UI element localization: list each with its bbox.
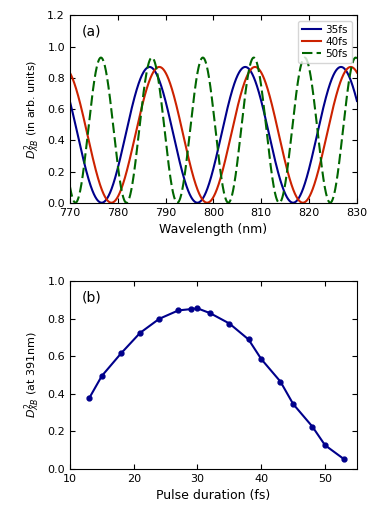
35fs	[100, 199, 105, 205]
50fs	[99, 55, 103, 61]
35fs	[178, 160, 182, 166]
Legend: 35fs, 40fs, 50fs: 35fs, 40fs, 50fs	[298, 21, 352, 63]
Y-axis label: $D^2_{XB}$ (at 391nm): $D^2_{XB}$ (at 391nm)	[22, 332, 42, 418]
40fs	[100, 188, 105, 195]
50fs	[190, 106, 195, 112]
Text: (a): (a)	[81, 25, 101, 39]
Line: 40fs: 40fs	[70, 67, 357, 203]
40fs	[301, 200, 305, 206]
50fs	[178, 196, 182, 202]
40fs	[318, 159, 323, 165]
35fs	[117, 158, 122, 164]
50fs	[349, 64, 354, 70]
50fs	[277, 200, 282, 206]
40fs	[349, 64, 354, 70]
50fs	[118, 177, 122, 183]
35fs	[291, 200, 296, 206]
35fs	[349, 79, 354, 85]
35fs	[68, 98, 72, 105]
35fs	[355, 98, 359, 104]
40fs	[348, 64, 353, 70]
40fs	[68, 70, 72, 76]
X-axis label: Wavelength (nm): Wavelength (nm)	[159, 223, 268, 236]
Text: (b): (b)	[81, 291, 101, 305]
40fs	[355, 70, 359, 76]
50fs	[318, 154, 323, 161]
50fs	[68, 183, 72, 190]
40fs	[178, 117, 182, 124]
50fs	[100, 56, 105, 62]
40fs	[190, 170, 195, 177]
Y-axis label: $D^2_{XB}$ (in arb. units): $D^2_{XB}$ (in arb. units)	[22, 59, 42, 159]
50fs	[355, 56, 359, 62]
Line: 35fs: 35fs	[70, 67, 357, 203]
X-axis label: Pulse duration (fs): Pulse duration (fs)	[156, 489, 270, 502]
35fs	[318, 116, 323, 123]
35fs	[339, 64, 343, 70]
35fs	[190, 196, 195, 202]
Line: 50fs: 50fs	[70, 58, 357, 203]
40fs	[117, 190, 122, 196]
